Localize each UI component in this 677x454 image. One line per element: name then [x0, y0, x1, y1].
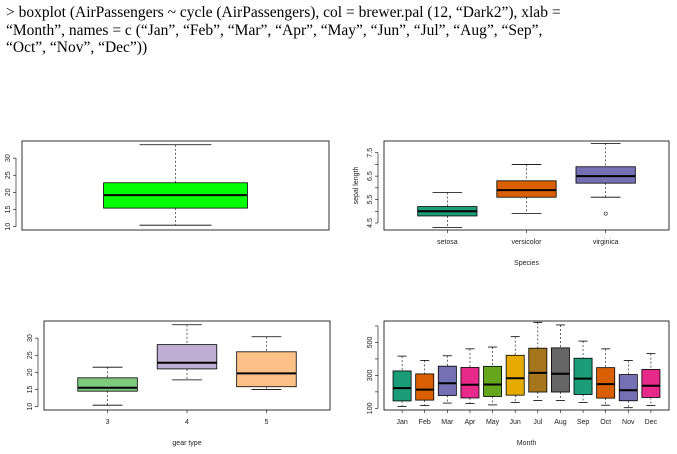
- r-command-line: “Oct”, “Nov”, “Dec”)): [6, 39, 148, 56]
- x-tick-label: Feb: [419, 419, 431, 426]
- boxplot-panel-2: 4.5 5.5 6.5 7.5 sepal length setosa versicolor…: [353, 140, 670, 267]
- x-tick-label: 3: [106, 419, 110, 426]
- y-axis-label: sepal length: [353, 167, 360, 205]
- y-tick-label: 30: [27, 334, 34, 342]
- x-tick-label: setosa: [437, 239, 458, 246]
- x-tick-label: Nov: [622, 419, 635, 426]
- box-body: [460, 367, 480, 399]
- x-tick-label: Dec: [645, 419, 658, 426]
- y-tick-label: 6.5: [367, 171, 374, 181]
- y-tick-label: 5.5: [367, 195, 374, 205]
- y-tick-label: 500: [367, 336, 374, 348]
- box-body: [77, 377, 138, 392]
- x-tick-label: Aug: [554, 419, 567, 426]
- x-tick-label: Jul: [533, 419, 542, 426]
- box-body: [236, 351, 297, 388]
- box-body: [641, 369, 661, 398]
- y-tick-label: 10: [5, 223, 12, 231]
- y-tick-label: 4.5: [367, 218, 374, 228]
- y-tick-label: 20: [27, 368, 34, 376]
- y-tick-label: 7.5: [367, 148, 374, 158]
- box-body: [528, 347, 548, 393]
- y-tick-label: 300: [367, 369, 374, 381]
- x-tick-label: versicolor: [512, 239, 543, 246]
- y-tick-label: 15: [27, 385, 34, 393]
- x-tick-label: Mar: [441, 419, 454, 426]
- y-tick-label: 25: [27, 351, 34, 359]
- box-body: [575, 166, 636, 184]
- x-tick-label: Jun: [510, 419, 521, 426]
- x-tick-label: Oct: [600, 419, 611, 426]
- r-command-line: > boxplot (AirPassengers ~ cycle (AirPas…: [6, 4, 561, 21]
- box-body: [392, 370, 412, 402]
- box-body: [156, 344, 218, 370]
- x-tick-label: 5: [264, 419, 268, 426]
- outlier-point: [603, 211, 608, 216]
- box-body: [596, 367, 616, 399]
- x-axis-label: Species: [514, 260, 539, 267]
- box-body: [496, 180, 557, 198]
- box-body: [550, 347, 570, 393]
- box-body: [437, 365, 457, 396]
- y-tick-label: 30: [5, 154, 12, 162]
- box-body: [618, 374, 638, 402]
- boxplot-panel-1: 1015202530MPG: [5, 140, 330, 231]
- plot-frame: [21, 140, 330, 231]
- x-tick-label: May: [486, 419, 500, 426]
- x-tick-label: virginica: [593, 239, 619, 246]
- box-body: [483, 365, 503, 397]
- boxplot-panel-4: 100 300 500 Jan Feb Mar Apr May Jun Jul Aug Sep Oct N…: [367, 320, 670, 447]
- box-body: [505, 354, 525, 396]
- plot-frame: [383, 320, 670, 411]
- y-tick-label: 25: [5, 171, 12, 179]
- x-tick-label: Apr: [464, 419, 476, 426]
- box-body: [573, 357, 593, 395]
- x-axis-label: Month: [517, 440, 537, 447]
- boxplot-panel-3: 10 15 20 25 30 3 4 5 gear type: [27, 320, 331, 447]
- r-command-line: “Month”, names = c (“Jan”, “Feb”, “Mar”,…: [6, 21, 543, 39]
- x-tick-label: 4: [185, 419, 189, 426]
- y-tick-label: 100: [367, 402, 374, 414]
- y-tick-label: 20: [5, 188, 12, 196]
- x-tick-label: Jan: [396, 419, 407, 426]
- x-tick-label: Sep: [577, 419, 590, 426]
- box-body: [415, 373, 435, 401]
- x-axis-label: gear type: [172, 440, 201, 447]
- y-tick-label: 15: [5, 205, 12, 213]
- y-tick-label: 10: [27, 403, 34, 411]
- r-command-text: > boxplot (AirPassengers ~ cycle (AirPas…: [6, 4, 671, 57]
